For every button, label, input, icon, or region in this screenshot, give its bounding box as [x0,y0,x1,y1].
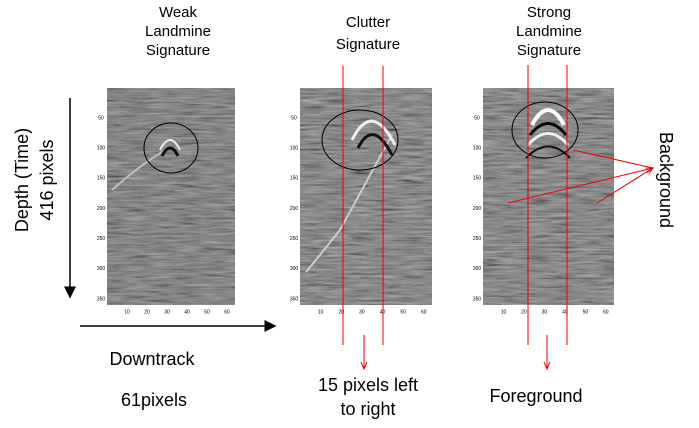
y-tick-label: 100 [97,146,106,152]
x-tick-label: 10 [318,309,324,315]
x-tick-label: 40 [380,309,386,315]
y-tick-label: 50 [474,115,480,121]
y-tick-label: 350 [290,296,299,302]
gpr-image-weak [107,88,235,305]
x-tick-label: 60 [421,309,427,315]
downtrack-label: Downtrack [109,349,195,369]
y-tick-label: 200 [290,206,299,212]
panel-title: Weak [159,4,198,21]
x-tick-label: 30 [164,309,170,315]
x-tick-label: 60 [603,309,609,315]
panel-title: Signature [336,36,400,53]
y-tick-label: 350 [97,296,106,302]
window-label: 15 pixels left [318,375,418,395]
x-tick-label: 40 [184,309,190,315]
background-label: Background [656,132,676,228]
x-tick-label: 50 [204,309,210,315]
gpr-image-clutter [300,88,432,305]
panel-title: Strong [527,4,571,21]
y-tick-label: 250 [290,236,299,242]
y-tick-label: 100 [473,146,482,152]
depth-size: 416 pixels [37,139,57,220]
depth-label: Depth (Time) [12,128,32,232]
y-tick-label: 250 [473,236,482,242]
y-tick-label: 150 [97,176,106,182]
x-tick-label: 50 [400,309,406,315]
x-tick-label: 30 [359,309,365,315]
y-tick-label: 50 [98,115,104,121]
x-tick-label: 30 [542,309,548,315]
y-tick-label: 300 [290,266,299,272]
panel-title: Landmine [516,23,582,40]
x-tick-label: 50 [583,309,589,315]
y-tick-label: 150 [473,176,482,182]
x-tick-label: 60 [224,309,230,315]
y-tick-label: 350 [473,296,482,302]
x-tick-label: 10 [124,309,130,315]
figure: Weak Landmine Signature Clutter Signatur… [0,0,699,428]
x-tick-label: 20 [521,309,527,315]
panel-title: Landmine [145,23,211,40]
y-tick-label: 300 [97,266,106,272]
y-tick-label: 50 [291,115,297,121]
x-tick-label: 10 [501,309,507,315]
panel-title: Signature [517,42,581,59]
panel-title: Clutter [346,14,390,31]
x-tick-label: 20 [338,309,344,315]
y-tick-label: 200 [473,206,482,212]
window-label: to right [340,399,395,419]
downtrack-size: 61pixels [121,390,187,410]
foreground-label: Foreground [489,386,582,406]
panel-title: Signature [146,42,210,59]
x-tick-label: 40 [562,309,568,315]
x-tick-label: 20 [144,309,150,315]
gpr-image-strong [483,88,614,305]
y-tick-label: 150 [290,176,299,182]
y-tick-label: 100 [290,146,299,152]
y-tick-label: 300 [473,266,482,272]
y-tick-label: 200 [97,206,106,212]
y-tick-label: 250 [97,236,106,242]
